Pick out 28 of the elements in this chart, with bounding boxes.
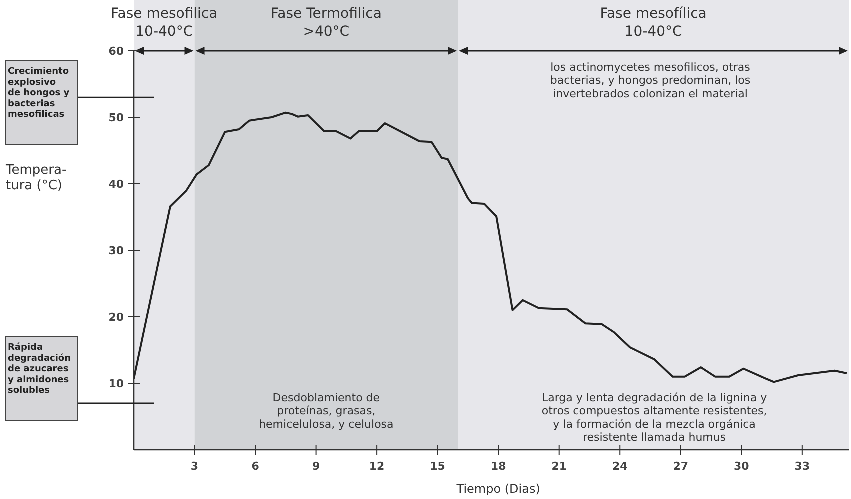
x-tick-label: 30 — [734, 460, 750, 473]
band-label: Fase mesofilica 10-40°C — [111, 6, 218, 40]
y-tick-label: 40 — [108, 178, 124, 191]
band-label: Fase Termofilica >40°C — [270, 6, 382, 40]
y-tick-label: 20 — [108, 311, 124, 324]
x-axis-title: Tiempo (Dias) — [456, 482, 540, 496]
x-tick-label: 27 — [673, 460, 689, 473]
text: Rápida degradación de azucares y almidones solubles — [8, 342, 72, 396]
x-tick-label: 9 — [312, 460, 320, 473]
x-tick-label: 33 — [794, 460, 810, 473]
text: Crecimiento explosivo de hongos y bacterias mesofilicas — [8, 67, 70, 120]
x-tick-label: 3 — [190, 460, 199, 473]
annotation: los actinomycetes mesofilicos, otras bacterias, y hongos predominan, los invertebrados colonizan el material — [550, 60, 751, 100]
x-tick-label: 18 — [490, 460, 506, 473]
annotation: Larga y lenta degradación de la lignina y otros compuestos altamente resistentes, y la formación de la mezcla orgánica resistente llamada humus — [542, 391, 768, 444]
x-tick-label: 15 — [430, 460, 446, 473]
x-tick-label: 12 — [369, 460, 385, 473]
y-axis-title: Tempera- tura (°C) — [5, 163, 67, 194]
x-tick-label: 24 — [612, 460, 628, 473]
y-tick-label: 30 — [108, 244, 124, 258]
x-tick-label: 6 — [252, 460, 260, 473]
y-tick-label: 60 — [108, 45, 124, 58]
y-tick-label: 10 — [108, 378, 124, 390]
band-label: Fase mesofílica 10-40°C — [600, 6, 707, 40]
line-series — [133, 112, 848, 384]
annotation: Desdoblamiento de proteínas, grasas, hemicelulosa, y celulosa — [259, 391, 394, 431]
y-tick-label: 50 — [108, 112, 124, 124]
x-tick-label: 21 — [552, 460, 568, 473]
